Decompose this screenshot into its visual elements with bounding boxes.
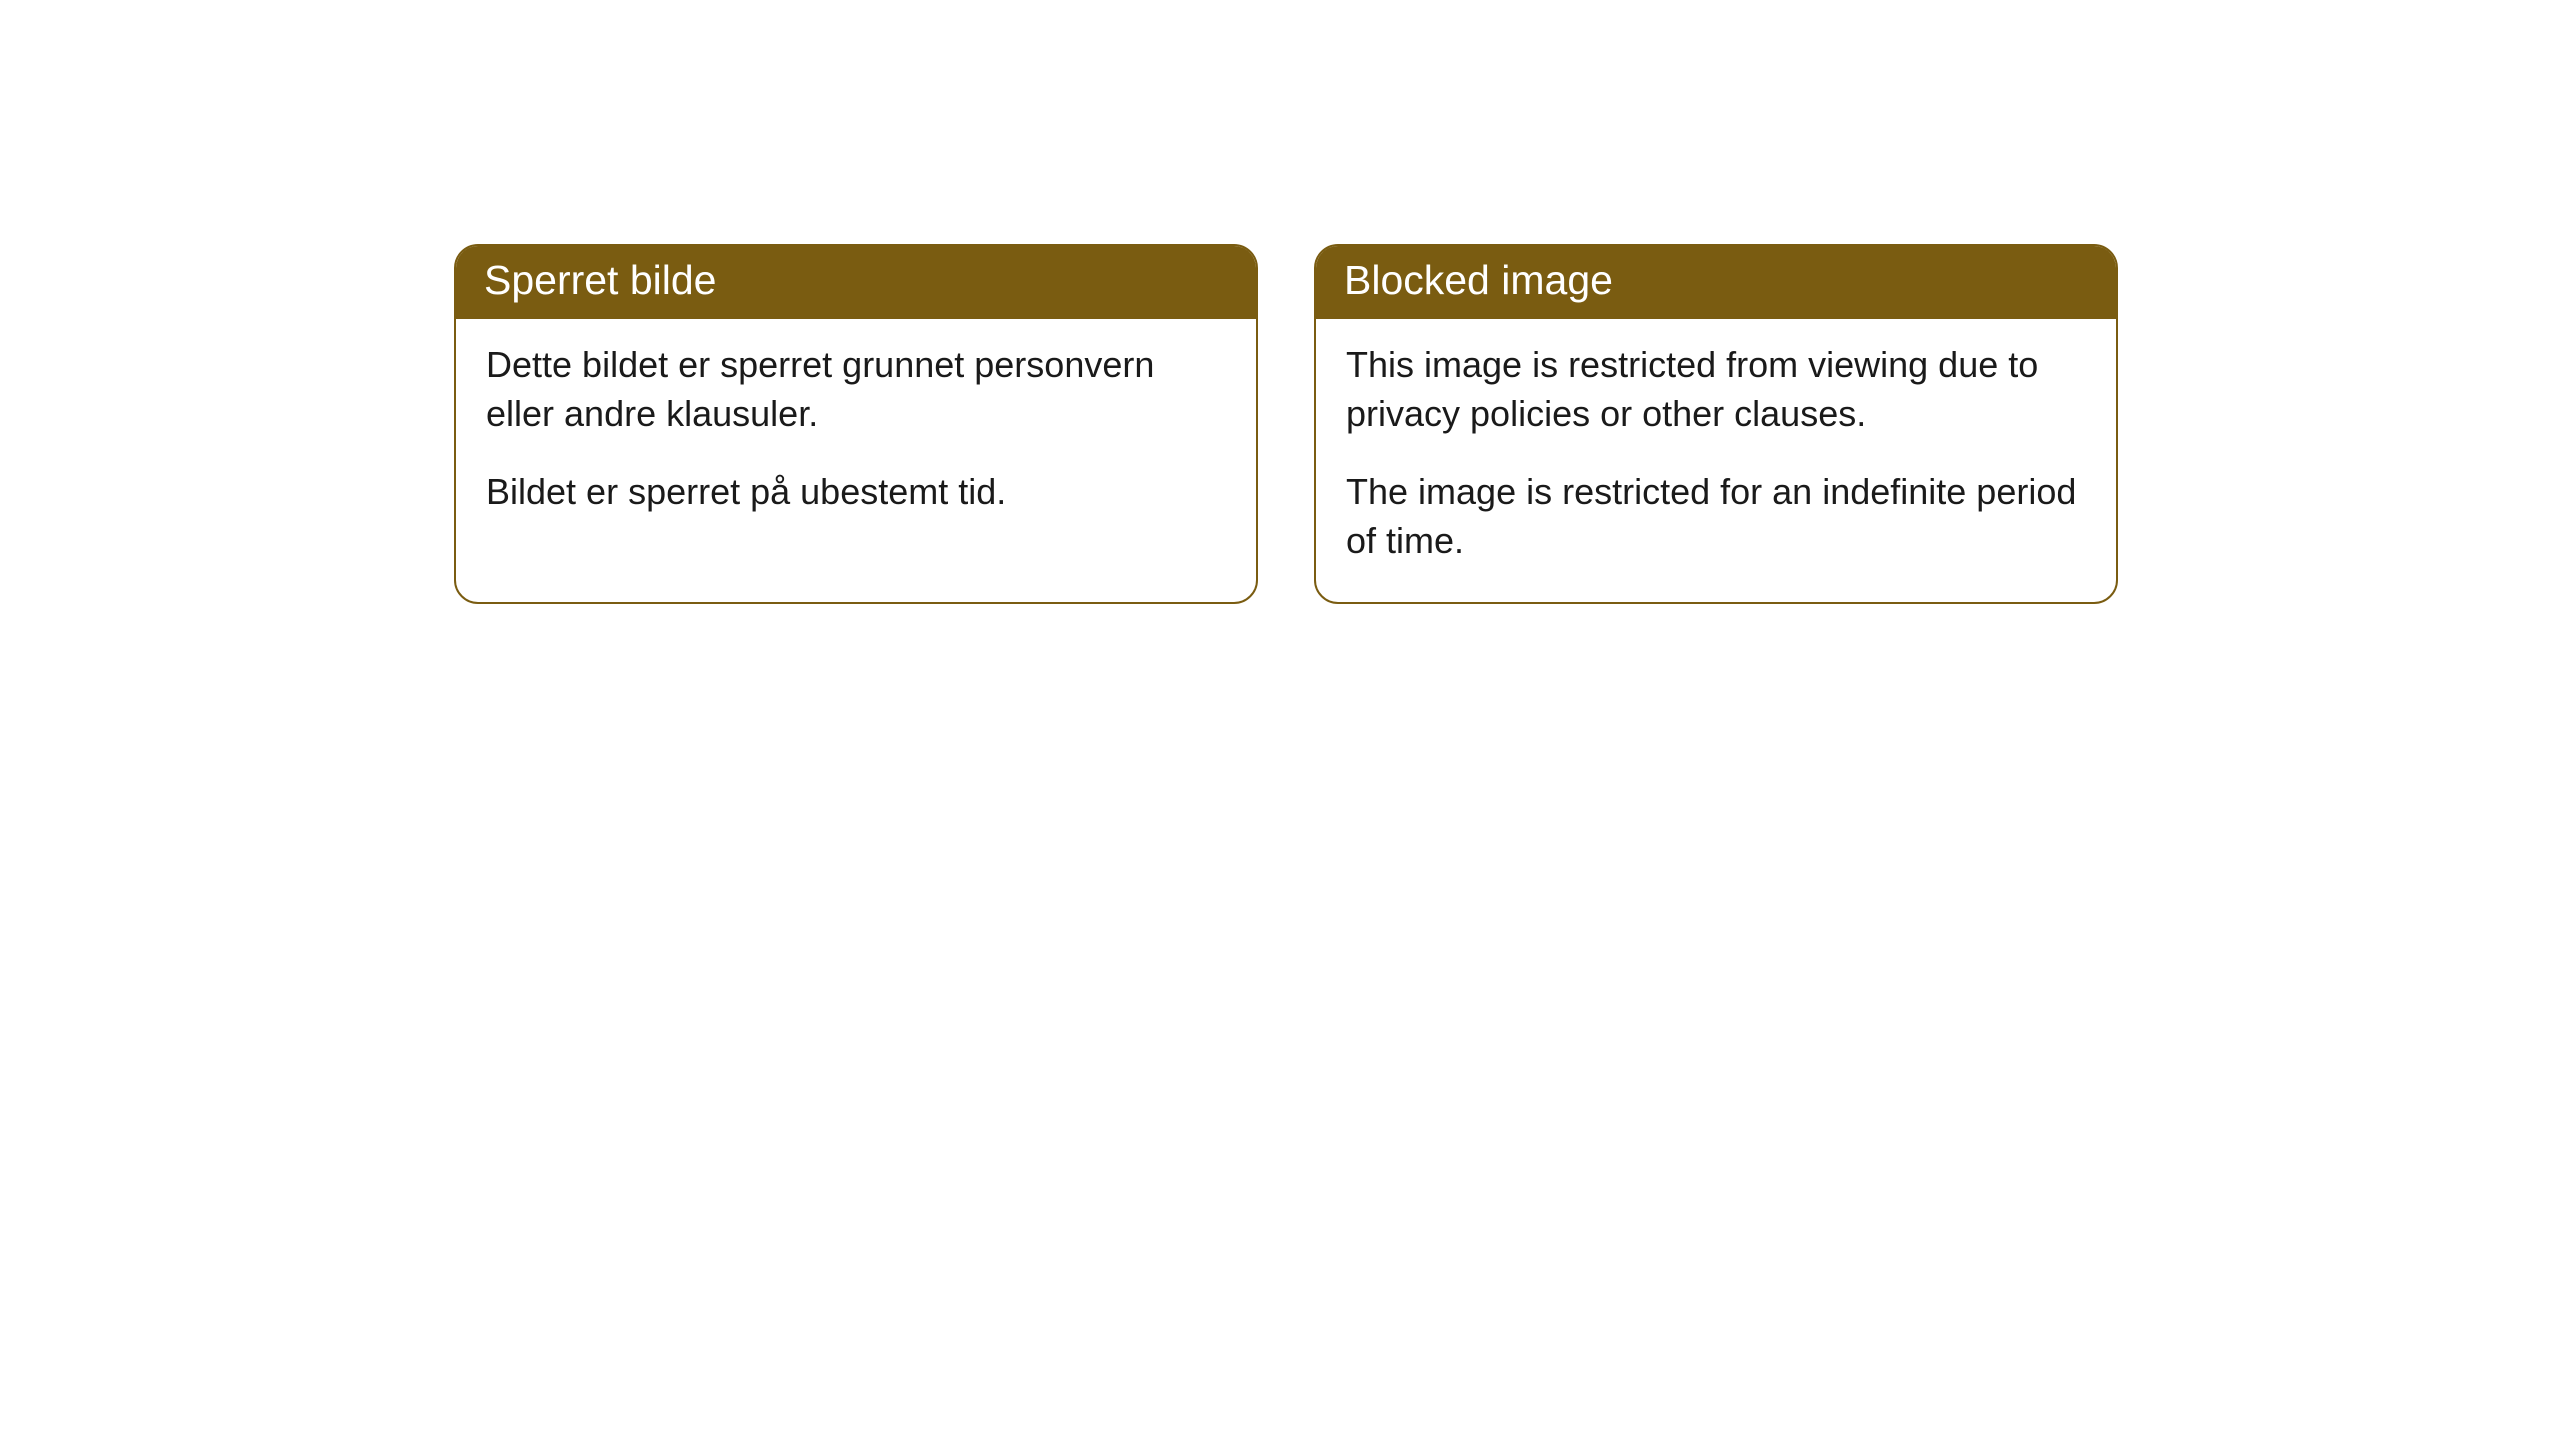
notice-paragraph-2: Bildet er sperret på ubestemt tid. [486, 468, 1226, 517]
notice-paragraph-2: The image is restricted for an indefinit… [1346, 468, 2086, 565]
card-title: Blocked image [1316, 246, 2116, 319]
card-body: This image is restricted from viewing du… [1316, 319, 2116, 601]
notice-paragraph-1: Dette bildet er sperret grunnet personve… [486, 341, 1226, 438]
notice-card-english: Blocked image This image is restricted f… [1314, 244, 2118, 604]
notice-paragraph-1: This image is restricted from viewing du… [1346, 341, 2086, 438]
card-body: Dette bildet er sperret grunnet personve… [456, 319, 1256, 553]
notice-card-norwegian: Sperret bilde Dette bildet er sperret gr… [454, 244, 1258, 604]
card-title: Sperret bilde [456, 246, 1256, 319]
notice-cards-container: Sperret bilde Dette bildet er sperret gr… [0, 0, 2560, 604]
